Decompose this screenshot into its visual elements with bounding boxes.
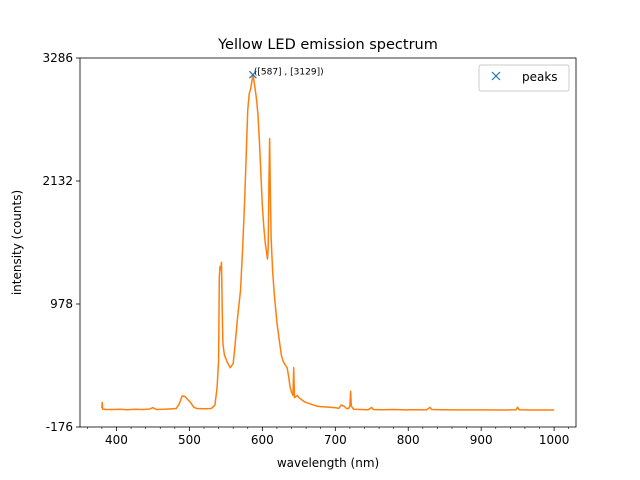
y-tick-label: -176	[46, 420, 73, 434]
spectrum-line	[101, 73, 555, 411]
x-tick-label: 500	[178, 433, 201, 447]
plot-area	[101, 70, 555, 411]
chart-title: Yellow LED emission spectrum	[217, 37, 438, 53]
y-tick-label: 2132	[42, 174, 73, 188]
x-axis: 400 500 600 700 800 900 1000	[86, 427, 570, 447]
y-tick-label: 978	[50, 297, 73, 311]
legend-label-peaks: peaks	[522, 70, 558, 84]
x-tick-label: 1000	[539, 433, 570, 447]
x-tick-label: 800	[397, 433, 420, 447]
legend-marker-peaks	[491, 71, 501, 81]
y-axis: -176 978 2132 3286	[42, 51, 80, 434]
peak-annotation: ([587] , [3129])	[254, 68, 324, 78]
x-axis-label: wavelength (nm)	[277, 456, 379, 470]
legend-box	[478, 64, 570, 92]
axes-frame	[79, 57, 577, 428]
y-axis-label: intensity (counts)	[10, 190, 24, 295]
peak-marker-stroke	[248, 70, 257, 79]
x-tick-label: 600	[251, 433, 274, 447]
legend-marker-stroke	[491, 71, 501, 81]
x-tick-label: 900	[470, 433, 493, 447]
peak-marker	[248, 70, 257, 79]
x-tick-label: 700	[324, 433, 347, 447]
legend: peaks	[478, 64, 570, 92]
x-tick-label: 400	[105, 433, 128, 447]
y-tick-label: 3286	[42, 51, 73, 65]
